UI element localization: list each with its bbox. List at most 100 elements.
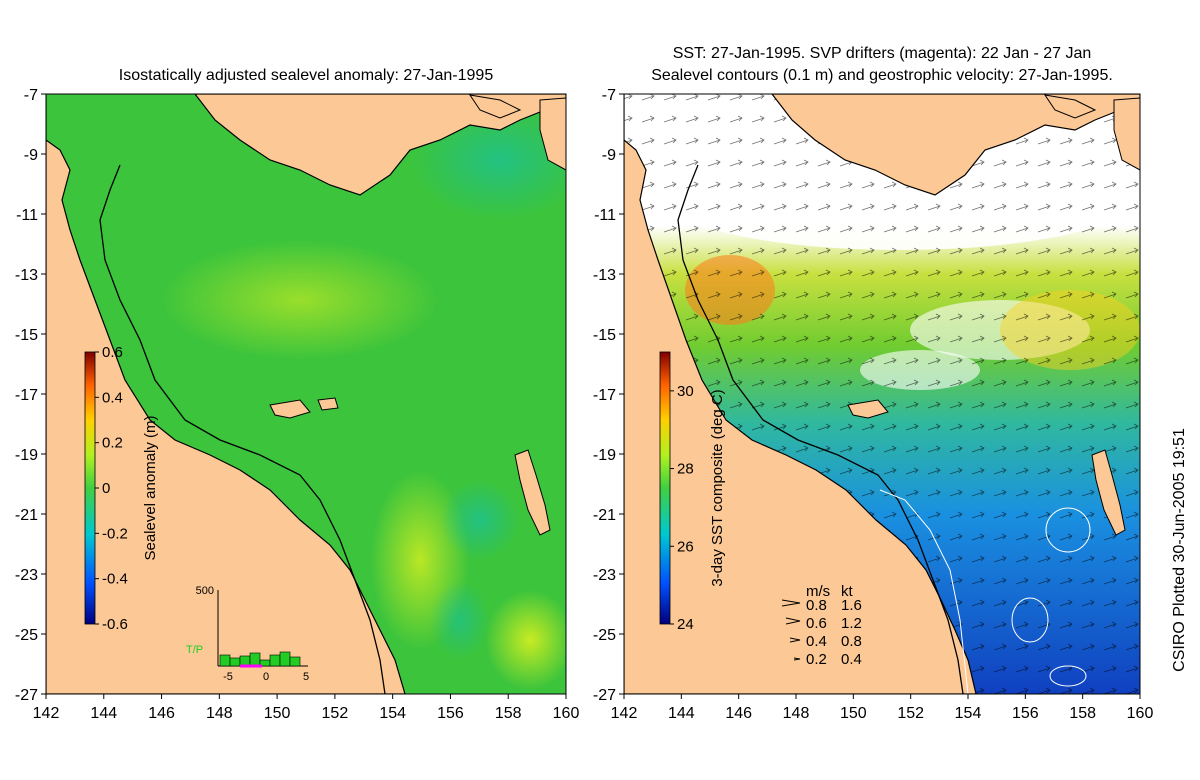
right-panel-title-line1: SST: 27-Jan-1995. SVP drifters (magenta)… — [673, 45, 1092, 62]
colorbar-tick-label: 0.2 — [102, 435, 123, 452]
velocity-arrow-0.4 — [789, 637, 801, 643]
lat-tick-label: -13 — [593, 267, 616, 284]
right-map-panel: SST: 27-Jan-1995. SVP drifters (magenta)… — [593, 45, 1154, 722]
right-island — [1091, 449, 1126, 536]
left-map-panel: Isostatically adjusted sealevel anomaly:… — [15, 67, 580, 722]
left-landmass-australia — [46, 94, 406, 694]
lat-tick-label: -21 — [15, 507, 38, 524]
lon-tick-label: 154 — [955, 705, 982, 722]
sealevel-contour — [1049, 665, 1087, 687]
sealevel-contour — [879, 489, 969, 694]
inset-bar — [249, 652, 261, 667]
left-panel-title: Isostatically adjusted sealevel anomaly:… — [119, 67, 494, 84]
lon-tick-label: 152 — [897, 705, 924, 722]
lat-tick-label: -13 — [15, 267, 38, 284]
left-anomaly-blob — [430, 580, 490, 660]
colorbar-tick-label: -0.6 — [102, 616, 128, 633]
inset-bar — [269, 654, 281, 667]
lon-tick-label: 148 — [206, 705, 233, 722]
lat-tick-label: -11 — [16, 207, 38, 224]
lon-tick-label: 156 — [1012, 705, 1039, 722]
inset-bar — [279, 651, 291, 667]
left-anomaly-blob — [485, 590, 566, 690]
right-landmass-australia — [624, 94, 977, 694]
colorbar-tick-label: 0 — [102, 480, 110, 497]
inset-bar — [219, 654, 231, 667]
inset-bar — [289, 656, 301, 667]
left-lon-axis: 142 144 146 148 150 152 154 156 158 160 — [33, 694, 580, 722]
lat-tick-label: -19 — [15, 447, 38, 464]
lat-tick-label: -9 — [24, 147, 38, 164]
left-colorbar: 0.6 0.4 0.2 0 -0.2 -0.4 -0.6 Sealevel anomaly … — [84, 344, 159, 633]
velocity-legend-kt: 1.6 — [841, 597, 862, 614]
plot-credit: CSIRO Plotted 30-Jun-2005 19:51 — [1171, 428, 1188, 672]
lat-tick-label: -27 — [593, 687, 616, 704]
colorbar-tick-label: 28 — [677, 461, 694, 478]
velocity-legend-kt: 1.2 — [841, 615, 862, 632]
left-island — [468, 94, 522, 119]
velocity-legend-ms: 0.2 — [806, 651, 827, 668]
velocity-legend-ms: 0.8 — [806, 597, 827, 614]
velocity-legend-ms: 0.4 — [806, 633, 827, 650]
lon-tick-label: 150 — [840, 705, 867, 722]
velocity-legend-header-kt: kt — [841, 583, 854, 600]
colorbar-tick-label: 30 — [677, 383, 694, 400]
inset-series-label: T/P — [186, 644, 203, 656]
colorbar-tick-label: 24 — [677, 616, 694, 633]
left-colorbar-label: Sealevel anomaly (m) — [142, 415, 159, 560]
lon-tick-label: 152 — [322, 705, 349, 722]
right-shelf-contour — [677, 164, 964, 694]
velocity-arrow-0.8 — [781, 599, 801, 607]
left-anomaly-blob — [160, 240, 440, 360]
right-lat-axis: -7 -9 -11 -13 -15 -17 -19 -21 -23 -25 -27 — [593, 87, 624, 704]
lon-tick-label: 158 — [1069, 705, 1096, 722]
right-colorbar: 30 28 26 24 3-day SST composite (deg C) — [659, 351, 726, 633]
velocity-legend-header-ms: m/s — [806, 583, 830, 600]
lat-tick-label: -27 — [15, 687, 38, 704]
lat-tick-label: -21 — [593, 507, 616, 524]
sealevel-contour — [1045, 507, 1091, 553]
left-island — [269, 399, 311, 419]
velocity-legend-kt: 0.4 — [841, 651, 862, 668]
right-colorbar-ramp — [659, 351, 671, 625]
velocity-arrow-0.6 — [785, 617, 801, 625]
lon-tick-label: 160 — [1127, 705, 1154, 722]
velocity-legend-ms: 0.6 — [806, 615, 827, 632]
velocity-arrow-0.2 — [793, 657, 801, 661]
lat-tick-label: -15 — [15, 327, 38, 344]
lat-tick-label: -19 — [593, 447, 616, 464]
left-shelf-contour — [99, 164, 386, 694]
colorbar-tick-label: 26 — [677, 538, 694, 555]
left-colorbar-ramp — [84, 351, 96, 625]
lat-tick-label: -25 — [593, 627, 616, 644]
inset-bar — [229, 657, 241, 667]
lon-tick-label: 144 — [90, 705, 117, 722]
lat-tick-label: -15 — [593, 327, 616, 344]
lat-tick-label: -25 — [15, 627, 38, 644]
lon-tick-label: 146 — [148, 705, 175, 722]
lat-tick-label: -11 — [594, 207, 616, 224]
colorbar-tick-label: -0.2 — [102, 525, 128, 542]
lon-tick-label: 154 — [379, 705, 406, 722]
left-island — [317, 397, 339, 411]
right-panel-title-line2: Sealevel contours (0.1 m) and geostrophi… — [651, 67, 1113, 84]
tp-inset-histogram: 500 T/P -5 0 5 — [186, 585, 309, 683]
lat-tick-label: -17 — [593, 387, 616, 404]
inset-x-tick: 0 — [263, 671, 269, 683]
left-lat-axis: -7 -9 -11 -13 -15 -17 -19 -21 -23 -25 -27 — [15, 87, 46, 704]
right-island — [847, 399, 889, 419]
inset-x-tick: -5 — [223, 671, 233, 683]
lat-tick-label: -9 — [602, 147, 616, 164]
lon-tick-label: 160 — [553, 705, 580, 722]
velocity-legend-kt: 0.8 — [841, 633, 862, 650]
left-island — [539, 97, 566, 171]
lat-tick-label: -7 — [24, 87, 38, 104]
lon-tick-label: 146 — [725, 705, 752, 722]
lon-tick-label: 148 — [783, 705, 810, 722]
lat-tick-label: -23 — [593, 567, 616, 584]
lon-tick-label: 142 — [611, 705, 638, 722]
lon-tick-label: 142 — [33, 705, 60, 722]
inset-x-tick: 5 — [303, 671, 309, 683]
lat-tick-label: -17 — [15, 387, 38, 404]
